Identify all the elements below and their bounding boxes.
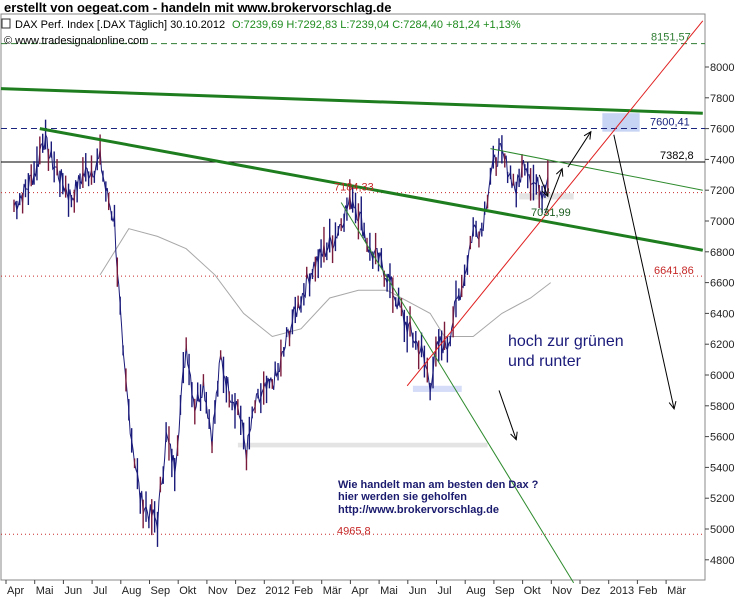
x-tick-label: Sep <box>151 585 171 597</box>
level-label: 7600,41 <box>650 117 690 129</box>
x-tick-label: Jul <box>93 585 107 597</box>
green-down-channel <box>340 202 575 584</box>
y-tick-label: 6800 <box>710 247 734 259</box>
y-tick-label: 8000 <box>710 62 734 74</box>
x-tick-label: Sep <box>495 585 515 597</box>
y-tick-label: 5800 <box>710 401 734 413</box>
x-tick-label: Mai <box>36 585 54 597</box>
moving-average-line <box>99 228 551 338</box>
y-tick-label: 6600 <box>710 278 734 290</box>
x-tick-label: Nov <box>552 585 572 597</box>
arrow-down-long-head <box>668 400 677 411</box>
promo-line-1: Wie handelt man am besten den Dax ? <box>338 479 539 491</box>
promo-line-2: hier werden sie geholfen <box>338 491 467 503</box>
y-tick-label: 5000 <box>710 524 734 536</box>
trend-lines-layer <box>0 20 704 584</box>
plot-border <box>0 13 706 581</box>
green-upper-trend <box>0 87 703 115</box>
arrow-down-right-head <box>541 188 549 198</box>
x-tick-label: Jul <box>438 585 452 597</box>
y-tick-label: 5600 <box>710 432 734 444</box>
zone-mid <box>237 442 488 448</box>
y-tick-label: 6000 <box>710 370 734 382</box>
source-label: © www.tradesignalonline.com <box>4 35 148 47</box>
level-labels: 8151,57 7600,41 7382,8 7184,33 7031,99 6641,8… <box>334 32 694 538</box>
annotation-line-1: hoch zur grünen <box>508 333 624 350</box>
y-tick-label: 6200 <box>710 339 734 351</box>
instrument-label: DAX Perf. Index [.DAX Täglich] 30.10.201… <box>15 19 225 31</box>
y-tick-label: 7000 <box>710 216 734 228</box>
x-tick-label: Okt <box>524 585 541 597</box>
level-label: 7184,33 <box>334 182 374 194</box>
level-label: 8151,57 <box>651 32 691 44</box>
x-tick-label: Jun <box>64 585 82 597</box>
y-tick-label: 4800 <box>710 555 734 567</box>
y-tick-label: 7600 <box>710 124 734 136</box>
green-lower-trend <box>39 127 704 252</box>
arrow-down-long-shaft <box>613 134 675 409</box>
x-tick-label: Jun <box>409 585 427 597</box>
level-label: 7382,8 <box>660 150 694 162</box>
arrows-layer <box>498 130 677 441</box>
x-tick-label: Mär <box>323 585 342 597</box>
moving-average-layer <box>99 228 551 338</box>
y-tick-label: 5400 <box>710 462 734 474</box>
x-tick-label: Dez <box>581 585 601 597</box>
level-label: 6641,86 <box>654 265 694 277</box>
x-axis: Apr Mai Jun Jul Aug Sep Okt Nov Dez 2012 Feb Mär Apr… <box>5 580 686 597</box>
annotation-line-2: und runter <box>508 353 582 370</box>
y-tick-label: 7800 <box>710 93 734 105</box>
ohlc-readout: O:7239,69 H:7292,83 L:7239,04 C:7284,40 … <box>232 19 521 31</box>
x-tick-label: 2013 <box>610 585 634 597</box>
arrow-down-small-shaft <box>498 390 517 440</box>
level-label: 4965,8 <box>337 525 371 537</box>
price-layer <box>13 119 549 547</box>
arrow-up-1-head <box>555 167 564 177</box>
arrow-down-right-shaft <box>538 174 549 197</box>
y-tick-label: 5200 <box>710 493 734 505</box>
red-up-trend <box>406 20 704 387</box>
x-tick-label: Aug <box>466 585 486 597</box>
x-tick-label: Feb <box>294 585 313 597</box>
y-tick-label: 7200 <box>710 185 734 197</box>
y-tick-label: 7400 <box>710 154 734 166</box>
x-tick-label: Dez <box>237 585 257 597</box>
y-axis: 4800 5000 5200 5400 5600 5800 6000 6200 6400 6600… <box>705 62 734 567</box>
x-tick-label: Mär <box>667 585 686 597</box>
arrow-up-2-head <box>583 130 592 140</box>
level-label: 7031,99 <box>531 207 571 219</box>
x-tick-label: Apr <box>351 585 368 597</box>
arrow-up-2-shaft <box>567 131 592 168</box>
x-tick-label: Nov <box>208 585 228 597</box>
x-tick-label: Mai <box>380 585 398 597</box>
arrow-down-small-head <box>510 431 518 441</box>
zone-right <box>519 193 574 200</box>
x-tick-label: Apr <box>7 585 24 597</box>
x-tick-label: Feb <box>638 585 657 597</box>
y-tick-label: 6400 <box>710 308 734 320</box>
x-tick-label: Okt <box>179 585 196 597</box>
zone-low <box>412 385 462 392</box>
x-tick-label: 2012 <box>265 585 289 597</box>
arrow-up-1-shaft <box>544 168 563 214</box>
x-tick-label: Aug <box>122 585 142 597</box>
promo-link: http://www.brokervorschlag.de <box>338 504 499 516</box>
page-title: erstellt von oegeat.com - handeln mit ww… <box>4 0 391 15</box>
candle-icon <box>1 18 11 29</box>
green-thin-trend <box>490 148 703 191</box>
